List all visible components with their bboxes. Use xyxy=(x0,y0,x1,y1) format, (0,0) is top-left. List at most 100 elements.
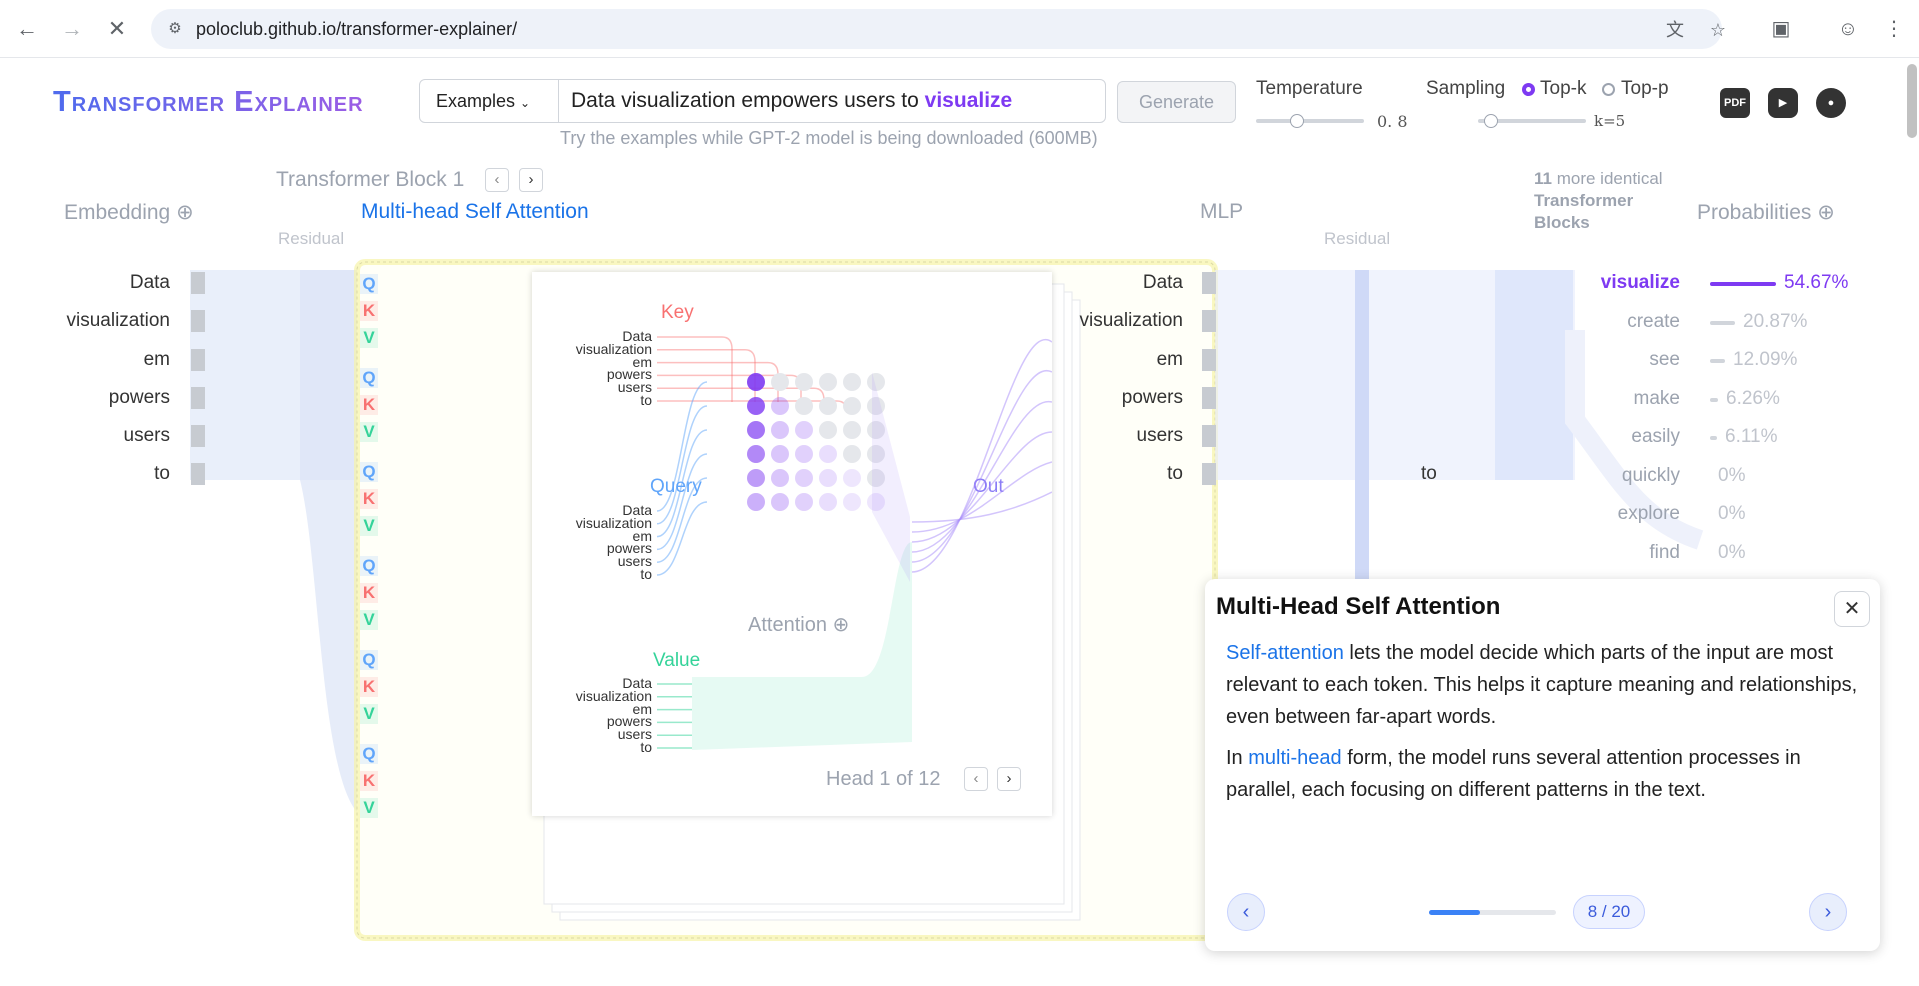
download-hint: Try the examples while GPT-2 model is be… xyxy=(560,128,1098,148)
back-arrow-icon[interactable]: ← xyxy=(16,16,38,41)
card-next-button[interactable]: › xyxy=(1809,893,1847,931)
probability-token[interactable]: easily xyxy=(1631,426,1680,447)
probability-bar xyxy=(1710,282,1776,286)
token-label[interactable]: visualization xyxy=(66,310,171,331)
output-token-label[interactable]: to xyxy=(1167,463,1183,484)
extensions-icon[interactable]: ▣ xyxy=(1771,18,1791,40)
probability-token[interactable]: visualize xyxy=(1600,272,1680,293)
probability-value: 54.67% xyxy=(1784,272,1849,293)
address-bar[interactable]: ⚙ poloclub.github.io/transformer-explain… xyxy=(151,9,1726,49)
probabilities-label[interactable]: Probabilities ⊕ xyxy=(1697,200,1835,225)
output-vector[interactable] xyxy=(1202,310,1216,332)
attention-cell xyxy=(867,445,885,463)
block-prev-button[interactable]: ‹ xyxy=(485,168,509,192)
temperature-slider-thumb[interactable] xyxy=(1290,114,1305,128)
attention-cell xyxy=(867,421,885,439)
output-token-label[interactable]: powers xyxy=(1121,387,1183,408)
star-icon[interactable]: ☆ xyxy=(1709,20,1727,40)
probability-token[interactable]: find xyxy=(1649,541,1680,563)
attention-cell xyxy=(771,397,789,415)
output-token-label[interactable]: em xyxy=(1156,349,1183,370)
youtube-icon[interactable]: ▶ xyxy=(1768,88,1798,118)
topp-radio[interactable] xyxy=(1602,83,1615,96)
block-next-button[interactable]: › xyxy=(519,168,543,192)
attention-cell xyxy=(843,397,861,415)
output-vector[interactable] xyxy=(1202,463,1216,485)
output-token-label[interactable]: Data xyxy=(1142,272,1183,293)
zoom-in-icon[interactable]: ⊕ xyxy=(1817,201,1835,224)
attention-cell xyxy=(843,445,861,463)
k-slider-thumb[interactable] xyxy=(1484,114,1498,128)
menu-icon[interactable]: ⋮ xyxy=(1884,18,1904,40)
browser-toolbar: ← → ✕ ⚙ poloclub.github.io/transformer-e… xyxy=(0,0,1919,58)
output-vector[interactable] xyxy=(1202,349,1216,371)
close-icon[interactable]: ✕ xyxy=(1834,591,1870,627)
embedding-vector[interactable] xyxy=(191,272,205,294)
card-p2-prefix: In xyxy=(1226,747,1249,769)
topk-label[interactable]: Top-k xyxy=(1540,78,1587,99)
topp-label[interactable]: Top-p xyxy=(1621,78,1669,99)
mlp-token-label[interactable]: to xyxy=(1421,463,1437,484)
embedding-vector[interactable] xyxy=(191,425,205,447)
multi-head-link[interactable]: multi-head xyxy=(1248,747,1342,769)
prompt-input[interactable]: Data visualization empowers users to vis… xyxy=(558,79,1106,123)
app-logo[interactable]: Transformer Explainer xyxy=(53,86,364,118)
self-attention-link[interactable]: Self-attention xyxy=(1226,642,1344,664)
token-label[interactable]: em xyxy=(143,349,170,370)
zoom-in-icon[interactable]: ⊕ xyxy=(832,614,850,636)
embedding-vector[interactable] xyxy=(191,387,205,409)
token-label[interactable]: powers xyxy=(108,387,170,408)
sampling-label: Sampling xyxy=(1426,78,1506,99)
query-line xyxy=(656,429,708,538)
github-icon[interactable]: ● xyxy=(1816,88,1846,118)
token-label[interactable]: users xyxy=(123,425,170,446)
output-token-label[interactable]: users xyxy=(1136,425,1183,446)
query-line xyxy=(656,453,708,551)
head-prev-button[interactable]: ‹ xyxy=(964,767,988,791)
output-vector[interactable] xyxy=(1202,425,1216,447)
site-info-icon[interactable]: ⚙ xyxy=(168,20,182,37)
probability-token[interactable]: create xyxy=(1627,310,1680,332)
profile-icon[interactable]: ☺ xyxy=(1837,18,1859,40)
examples-dropdown[interactable]: Examples ⌄ xyxy=(419,79,559,123)
probability-token[interactable]: quickly xyxy=(1621,464,1680,486)
out-line xyxy=(911,491,1052,523)
token-label[interactable]: to xyxy=(154,463,170,484)
attention-head-panel: Key Query Value Out Attention ⊕ Data visu… xyxy=(532,272,1052,816)
qkv-letter: V xyxy=(360,422,378,442)
embedding-vector[interactable] xyxy=(191,310,205,332)
pdf-icon[interactable]: PDF xyxy=(1720,88,1750,118)
generate-button[interactable]: Generate xyxy=(1117,81,1236,123)
query-line xyxy=(656,381,708,512)
token-label[interactable]: Data xyxy=(129,272,170,293)
probability-token[interactable]: explore xyxy=(1617,503,1680,524)
more-blocks-column xyxy=(1495,270,1573,480)
stop-loading-icon[interactable]: ✕ xyxy=(107,16,127,41)
output-vector[interactable] xyxy=(1202,387,1216,409)
attention-cell xyxy=(843,373,861,391)
url-text[interactable]: poloclub.github.io/transformer-explainer… xyxy=(196,19,518,39)
output-vector[interactable] xyxy=(1202,272,1216,294)
k-slider[interactable] xyxy=(1478,119,1586,123)
attention-section-label[interactable]: Multi-head Self Attention xyxy=(361,200,589,223)
translate-icon[interactable]: 文 xyxy=(1666,20,1684,40)
probability-token[interactable]: make xyxy=(1633,387,1680,409)
output-token-label[interactable]: visualization xyxy=(1079,310,1184,331)
topk-radio[interactable] xyxy=(1522,83,1535,96)
page-scrollbar[interactable] xyxy=(1907,64,1917,138)
attention-cell xyxy=(819,445,837,463)
card-prev-button[interactable]: ‹ xyxy=(1227,893,1265,931)
attention-cell xyxy=(843,493,861,511)
forward-arrow-icon[interactable]: → xyxy=(61,16,83,41)
head-next-button[interactable]: › xyxy=(997,767,1021,791)
mini-token-label: visualization xyxy=(575,514,652,531)
embedding-vector[interactable] xyxy=(191,463,205,485)
embedding-vector[interactable] xyxy=(191,349,205,371)
temperature-slider[interactable] xyxy=(1256,119,1364,123)
mlp-section-label[interactable]: MLP xyxy=(1200,200,1244,223)
out-line xyxy=(911,338,1052,573)
zoom-in-icon[interactable]: ⊕ xyxy=(176,201,194,224)
embedding-label[interactable]: Embedding ⊕ xyxy=(64,200,194,225)
attention-label[interactable]: Attention ⊕ xyxy=(748,612,849,637)
probability-token[interactable]: see xyxy=(1649,349,1680,370)
